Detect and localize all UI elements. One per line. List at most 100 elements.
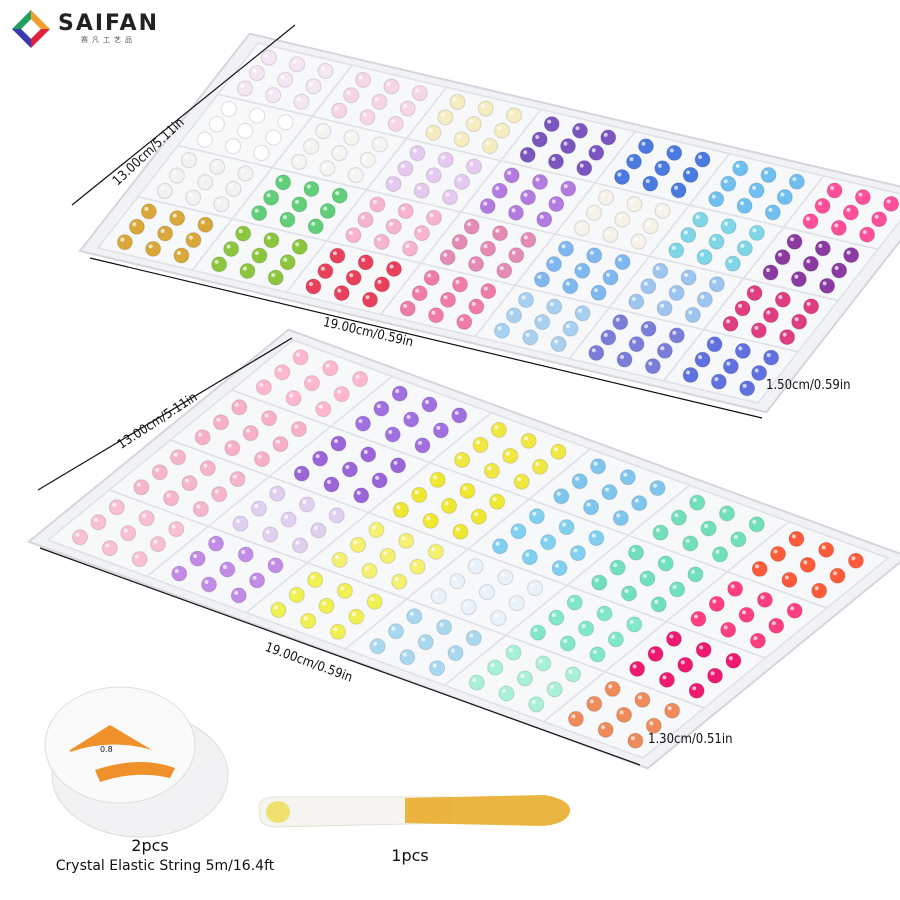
bead xyxy=(197,174,214,191)
bead xyxy=(534,271,550,288)
bead xyxy=(727,580,744,597)
bead xyxy=(249,572,266,589)
bead xyxy=(331,102,348,119)
bead-compartment xyxy=(96,195,234,271)
bead xyxy=(280,511,297,528)
bead xyxy=(631,495,648,512)
bead xyxy=(425,167,442,184)
bead xyxy=(546,256,562,273)
bead xyxy=(652,262,669,279)
bead xyxy=(331,187,348,204)
bead xyxy=(626,153,642,170)
bead xyxy=(682,367,699,384)
bead xyxy=(602,269,619,286)
bead xyxy=(156,182,173,199)
bead xyxy=(223,240,240,257)
bead xyxy=(763,349,780,366)
bead xyxy=(267,557,284,574)
bead-compartment xyxy=(568,306,706,382)
bead xyxy=(360,446,377,463)
bead xyxy=(677,656,694,673)
bead xyxy=(487,659,504,676)
bead xyxy=(734,300,751,317)
bead xyxy=(305,278,322,295)
bead xyxy=(843,247,860,264)
bead xyxy=(399,300,416,317)
bead xyxy=(439,249,456,266)
bead xyxy=(591,574,608,591)
thread-scissors xyxy=(258,795,571,828)
bead xyxy=(553,488,570,505)
bead xyxy=(680,227,697,244)
bead xyxy=(626,616,643,633)
bead xyxy=(157,225,174,242)
bead xyxy=(756,591,773,608)
bead xyxy=(437,109,454,126)
bead xyxy=(170,449,187,466)
bead xyxy=(213,196,230,213)
bead xyxy=(614,254,631,271)
bead-compartment xyxy=(419,211,557,287)
bead xyxy=(427,543,444,560)
bead xyxy=(168,521,185,538)
bead xyxy=(732,160,749,177)
bead xyxy=(748,516,765,533)
bead xyxy=(440,291,456,308)
bead xyxy=(596,605,613,622)
bead xyxy=(303,375,320,392)
bead xyxy=(494,122,510,139)
bead xyxy=(300,612,317,629)
bead xyxy=(470,508,487,525)
bead-compartment xyxy=(726,520,890,609)
logo-name: SAIFAN xyxy=(58,11,159,36)
bead xyxy=(387,115,404,132)
brand-logo: SAIFAN 赛凡工艺品 xyxy=(10,8,159,50)
bead xyxy=(572,122,588,139)
bead xyxy=(350,536,367,553)
bead xyxy=(642,218,659,235)
bead xyxy=(692,211,709,228)
bead xyxy=(540,534,557,551)
bead xyxy=(468,674,485,691)
bead xyxy=(251,247,268,264)
bead xyxy=(551,560,568,577)
bead xyxy=(442,189,458,206)
bead xyxy=(762,264,779,281)
dimension-line xyxy=(71,24,296,206)
bead xyxy=(369,196,386,213)
bead xyxy=(343,87,360,104)
bead xyxy=(883,195,900,212)
bead xyxy=(333,386,350,403)
bead xyxy=(854,189,871,206)
bead xyxy=(466,158,482,175)
scissors-quantity: 1pcs xyxy=(391,846,429,865)
bead xyxy=(101,540,118,557)
elastic-string-spools: 0.8 xyxy=(44,686,229,838)
bead xyxy=(560,138,576,155)
bead xyxy=(192,501,209,518)
bead-compartment xyxy=(593,130,731,206)
bead xyxy=(371,93,388,110)
bead xyxy=(181,475,198,492)
bead xyxy=(447,645,464,662)
bead xyxy=(531,131,548,148)
bead xyxy=(690,610,707,627)
bead xyxy=(814,240,831,257)
bead xyxy=(527,580,544,597)
bead xyxy=(263,189,280,206)
bead xyxy=(642,175,659,192)
bead xyxy=(694,151,711,168)
bead xyxy=(786,233,803,250)
bead xyxy=(343,129,360,146)
bead xyxy=(790,271,807,288)
tray1-height-label: 1.50cm/0.59in xyxy=(766,378,851,393)
bead xyxy=(680,269,697,286)
bead xyxy=(116,234,133,251)
bead-compartment xyxy=(782,175,900,251)
bead xyxy=(277,71,294,88)
bead xyxy=(180,152,197,169)
bead xyxy=(578,620,595,637)
bead xyxy=(411,486,428,503)
bead xyxy=(496,262,513,279)
bead xyxy=(402,240,418,257)
